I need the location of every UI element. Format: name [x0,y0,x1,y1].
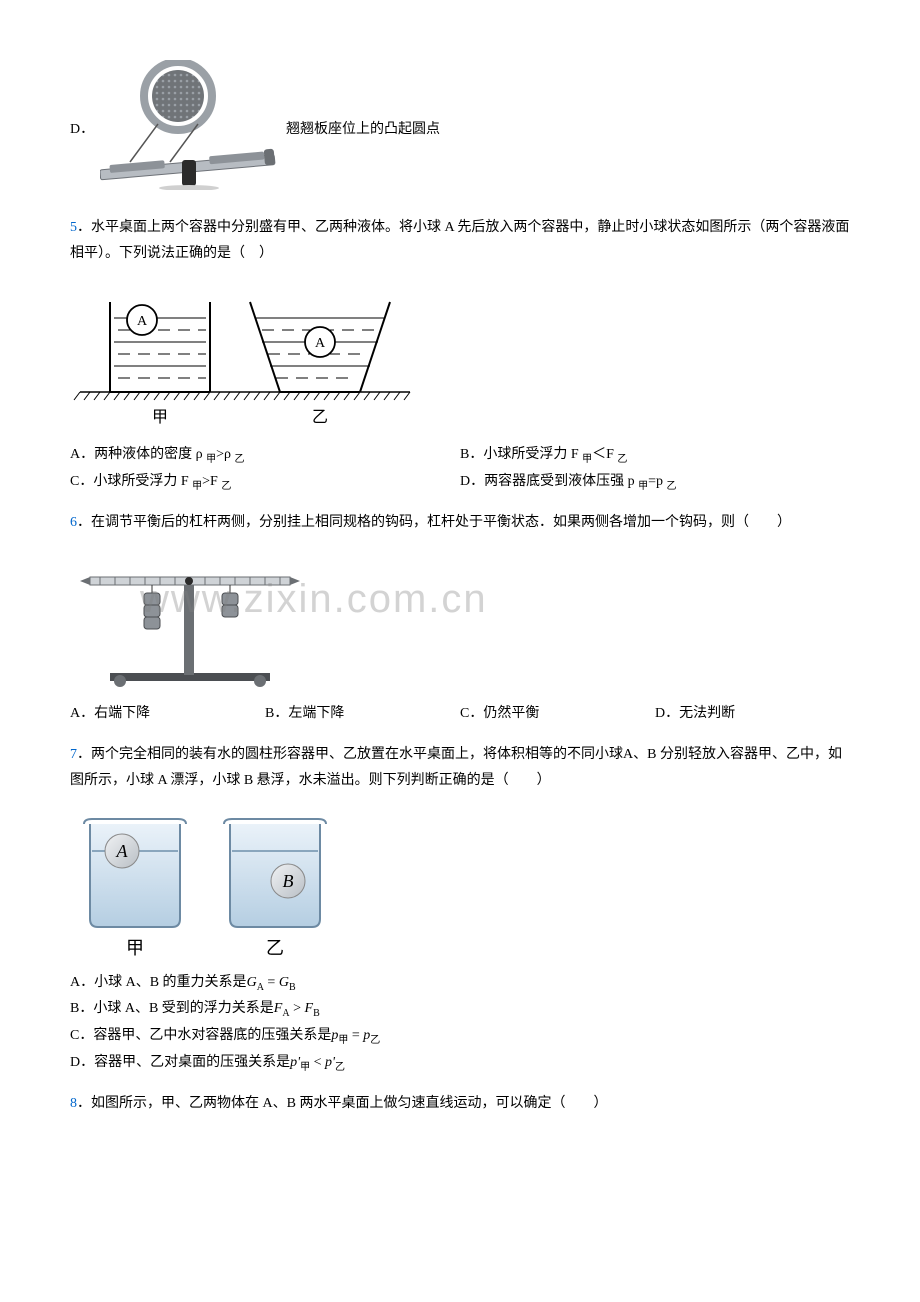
svg-text:A: A [137,314,148,329]
svg-text:甲: 甲 [152,409,168,426]
q6-stem: 6．在调节平衡后的杠杆两侧，分别挂上相同规格的钩码，杠杆处于平衡状态．如果两侧各… [70,510,850,537]
q4-optD-text: 翘翘板座位上的凸起圆点 [286,117,440,144]
q4-optD-label: D． [70,117,100,144]
q7-optD: D．容器甲、乙对桌面的压强关系是p'甲 < p'乙 [70,1050,850,1077]
q7-figure: A B 甲 乙 [70,809,350,970]
svg-text:A: A [315,336,326,351]
q6-optC: C．仍然平衡 [460,701,655,728]
q5-figure: A A 甲 乙 [70,282,420,443]
q7-optB: B．小球 A、B 受到的浮力关系是FA > FB [70,996,850,1023]
q5-stem: 5．水平桌面上两个容器中分别盛有甲、乙两种液体。将小球 A 先后放入两个容器中，… [70,215,850,268]
q5-number: 5 [70,220,77,235]
q6-options: A．右端下降 B．左端下降 C．仍然平衡 D．无法判断 [70,701,850,728]
q5-optB: B．小球所受浮力 F 甲＜F 乙 [460,442,850,469]
q5-options-row1: A．两种液体的密度 ρ 甲>ρ 乙 B．小球所受浮力 F 甲＜F 乙 [70,442,850,469]
q6-optD: D．无法判断 [655,701,850,728]
q6-figure: www.zixin.com.cn [70,551,330,702]
q5-optC: C．小球所受浮力 F 甲>F 乙 [70,469,460,496]
q8-stem: 8．如图所示，甲、乙两物体在 A、B 两水平桌面上做匀速直线运动，可以确定（ ） [70,1091,850,1118]
q6-number: 6 [70,515,77,530]
q7-number: 7 [70,747,77,762]
q6-optA: A．右端下降 [70,701,265,728]
q5-optD: D．两容器底受到液体压强 p 甲=p 乙 [460,469,850,496]
q7-optC: C．容器甲、乙中水对容器底的压强关系是p甲 = p乙 [70,1023,850,1050]
q5-options-row2: C．小球所受浮力 F 甲>F 乙 D．两容器底受到液体压强 p 甲=p 乙 [70,469,850,496]
q8-number: 8 [70,1096,77,1111]
svg-text:乙: 乙 [312,409,328,426]
svg-text:A: A [116,841,129,861]
q7-optA: A．小球 A、B 的重力关系是GA = GB [70,970,850,997]
svg-text:甲: 甲 [126,938,144,958]
q6-optB: B．左端下降 [265,701,460,728]
seesaw-figure [100,60,280,201]
svg-text:B: B [283,871,294,891]
svg-text:乙: 乙 [266,938,284,958]
q4-option-d-row: D． [70,60,850,201]
q5-optA: A．两种液体的密度 ρ 甲>ρ 乙 [70,442,460,469]
q7-stem: 7．两个完全相同的装有水的圆柱形容器甲、乙放置在水平桌面上，将体积相等的不同小球… [70,742,850,795]
